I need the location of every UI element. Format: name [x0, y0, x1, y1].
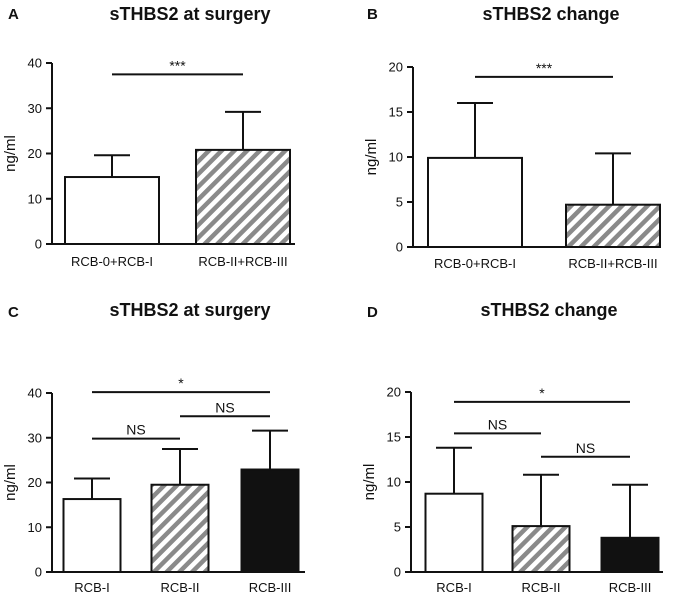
- bar: [511, 525, 571, 574]
- y-axis-label: ng/ml: [363, 139, 380, 176]
- chart-b: sTHBS2 change ng/ml 0 5 10 15 20 RCB-0+RCB-I RCB…: [363, 4, 661, 271]
- y-axis-label: ng/ml: [2, 464, 19, 501]
- significance-label: ***: [536, 60, 553, 76]
- panel-d: D sTHBS2 change ng/ml 0 5 10 15 20 RCB-I RCB-II R…: [341, 290, 682, 595]
- y-tick-label: 10: [28, 520, 42, 535]
- chart-title: sTHBS2 change: [480, 300, 617, 320]
- panel-a: A sTHBS2 at surgery ng/ml 0 10 20 30 40 RCB-0+R…: [0, 0, 341, 290]
- significance-label: NS: [215, 399, 234, 415]
- y-tick-label: 0: [35, 237, 42, 252]
- y-tick-label: 10: [28, 191, 42, 206]
- bar: [62, 498, 122, 573]
- panel-b: B sTHBS2 change ng/ml 0 5 10 15 20 RCB-0+RCB-I R…: [341, 0, 682, 290]
- y-tick-label: 0: [394, 565, 401, 580]
- chart-c: sTHBS2 at surgery ng/ml 0 10 20 30 40 RCB-I RCB-…: [2, 300, 305, 595]
- panel-c: C sTHBS2 at surgery ng/ml 0 10 20 30 40 RCB-I RC…: [0, 290, 341, 595]
- y-tick-label: 40: [28, 56, 42, 71]
- chart-title: sTHBS2 at surgery: [109, 300, 270, 320]
- bar: [427, 156, 523, 248]
- y-tick-label: 0: [396, 240, 403, 255]
- significance-label: NS: [488, 416, 507, 432]
- panel-letter: B: [367, 6, 378, 23]
- bar: [150, 483, 210, 573]
- significance-label: NS: [576, 440, 595, 456]
- category-label: RCB-0+RCB-I: [71, 254, 153, 269]
- panel-letter: C: [8, 304, 19, 321]
- y-tick-label: 20: [387, 385, 401, 400]
- y-tick-label: 5: [394, 520, 401, 535]
- panel-letter: D: [367, 304, 378, 321]
- y-tick-label: 40: [28, 386, 42, 401]
- category-label: RCB-I: [74, 580, 109, 595]
- bar: [600, 536, 660, 574]
- y-tick-label: 20: [28, 475, 42, 490]
- significance-label: ***: [169, 57, 186, 73]
- category-label: RCB-II+RCB-III: [198, 254, 287, 269]
- y-axis-label: ng/ml: [361, 464, 378, 501]
- significance-label: *: [178, 375, 184, 391]
- significance-label: NS: [126, 422, 145, 438]
- chart-title: sTHBS2 change: [482, 4, 619, 24]
- y-tick-label: 0: [35, 565, 42, 580]
- chart-d: sTHBS2 change ng/ml 0 5 10 15 20 RCB-I RCB-II RCB…: [361, 300, 663, 595]
- category-label: RCB-II: [161, 580, 200, 595]
- y-tick-label: 10: [389, 150, 403, 165]
- y-tick-label: 15: [389, 105, 403, 120]
- bar: [424, 492, 484, 573]
- category-label: RCB-II+RCB-III: [568, 256, 657, 271]
- y-tick-label: 5: [396, 195, 403, 210]
- category-label: RCB-0+RCB-I: [434, 256, 516, 271]
- chart-title: sTHBS2 at surgery: [109, 4, 270, 24]
- y-tick-label: 30: [28, 101, 42, 116]
- y-tick-label: 30: [28, 430, 42, 445]
- bar: [195, 148, 291, 246]
- chart-a: sTHBS2 at surgery ng/ml 0 10 20 30 40 RCB-0+RCB…: [2, 4, 295, 269]
- category-label: RCB-II: [522, 580, 561, 595]
- bar: [240, 468, 300, 574]
- category-label: RCB-III: [249, 580, 292, 595]
- bar: [565, 203, 661, 248]
- y-axis-label: ng/ml: [2, 135, 19, 172]
- category-label: RCB-III: [609, 580, 652, 595]
- significance-label: *: [539, 385, 545, 401]
- y-tick-label: 20: [28, 146, 42, 161]
- category-label: RCB-I: [436, 580, 471, 595]
- y-tick-label: 20: [389, 60, 403, 75]
- y-tick-label: 10: [387, 475, 401, 490]
- y-tick-label: 15: [387, 430, 401, 445]
- bar: [64, 176, 160, 245]
- panel-letter: A: [8, 6, 19, 23]
